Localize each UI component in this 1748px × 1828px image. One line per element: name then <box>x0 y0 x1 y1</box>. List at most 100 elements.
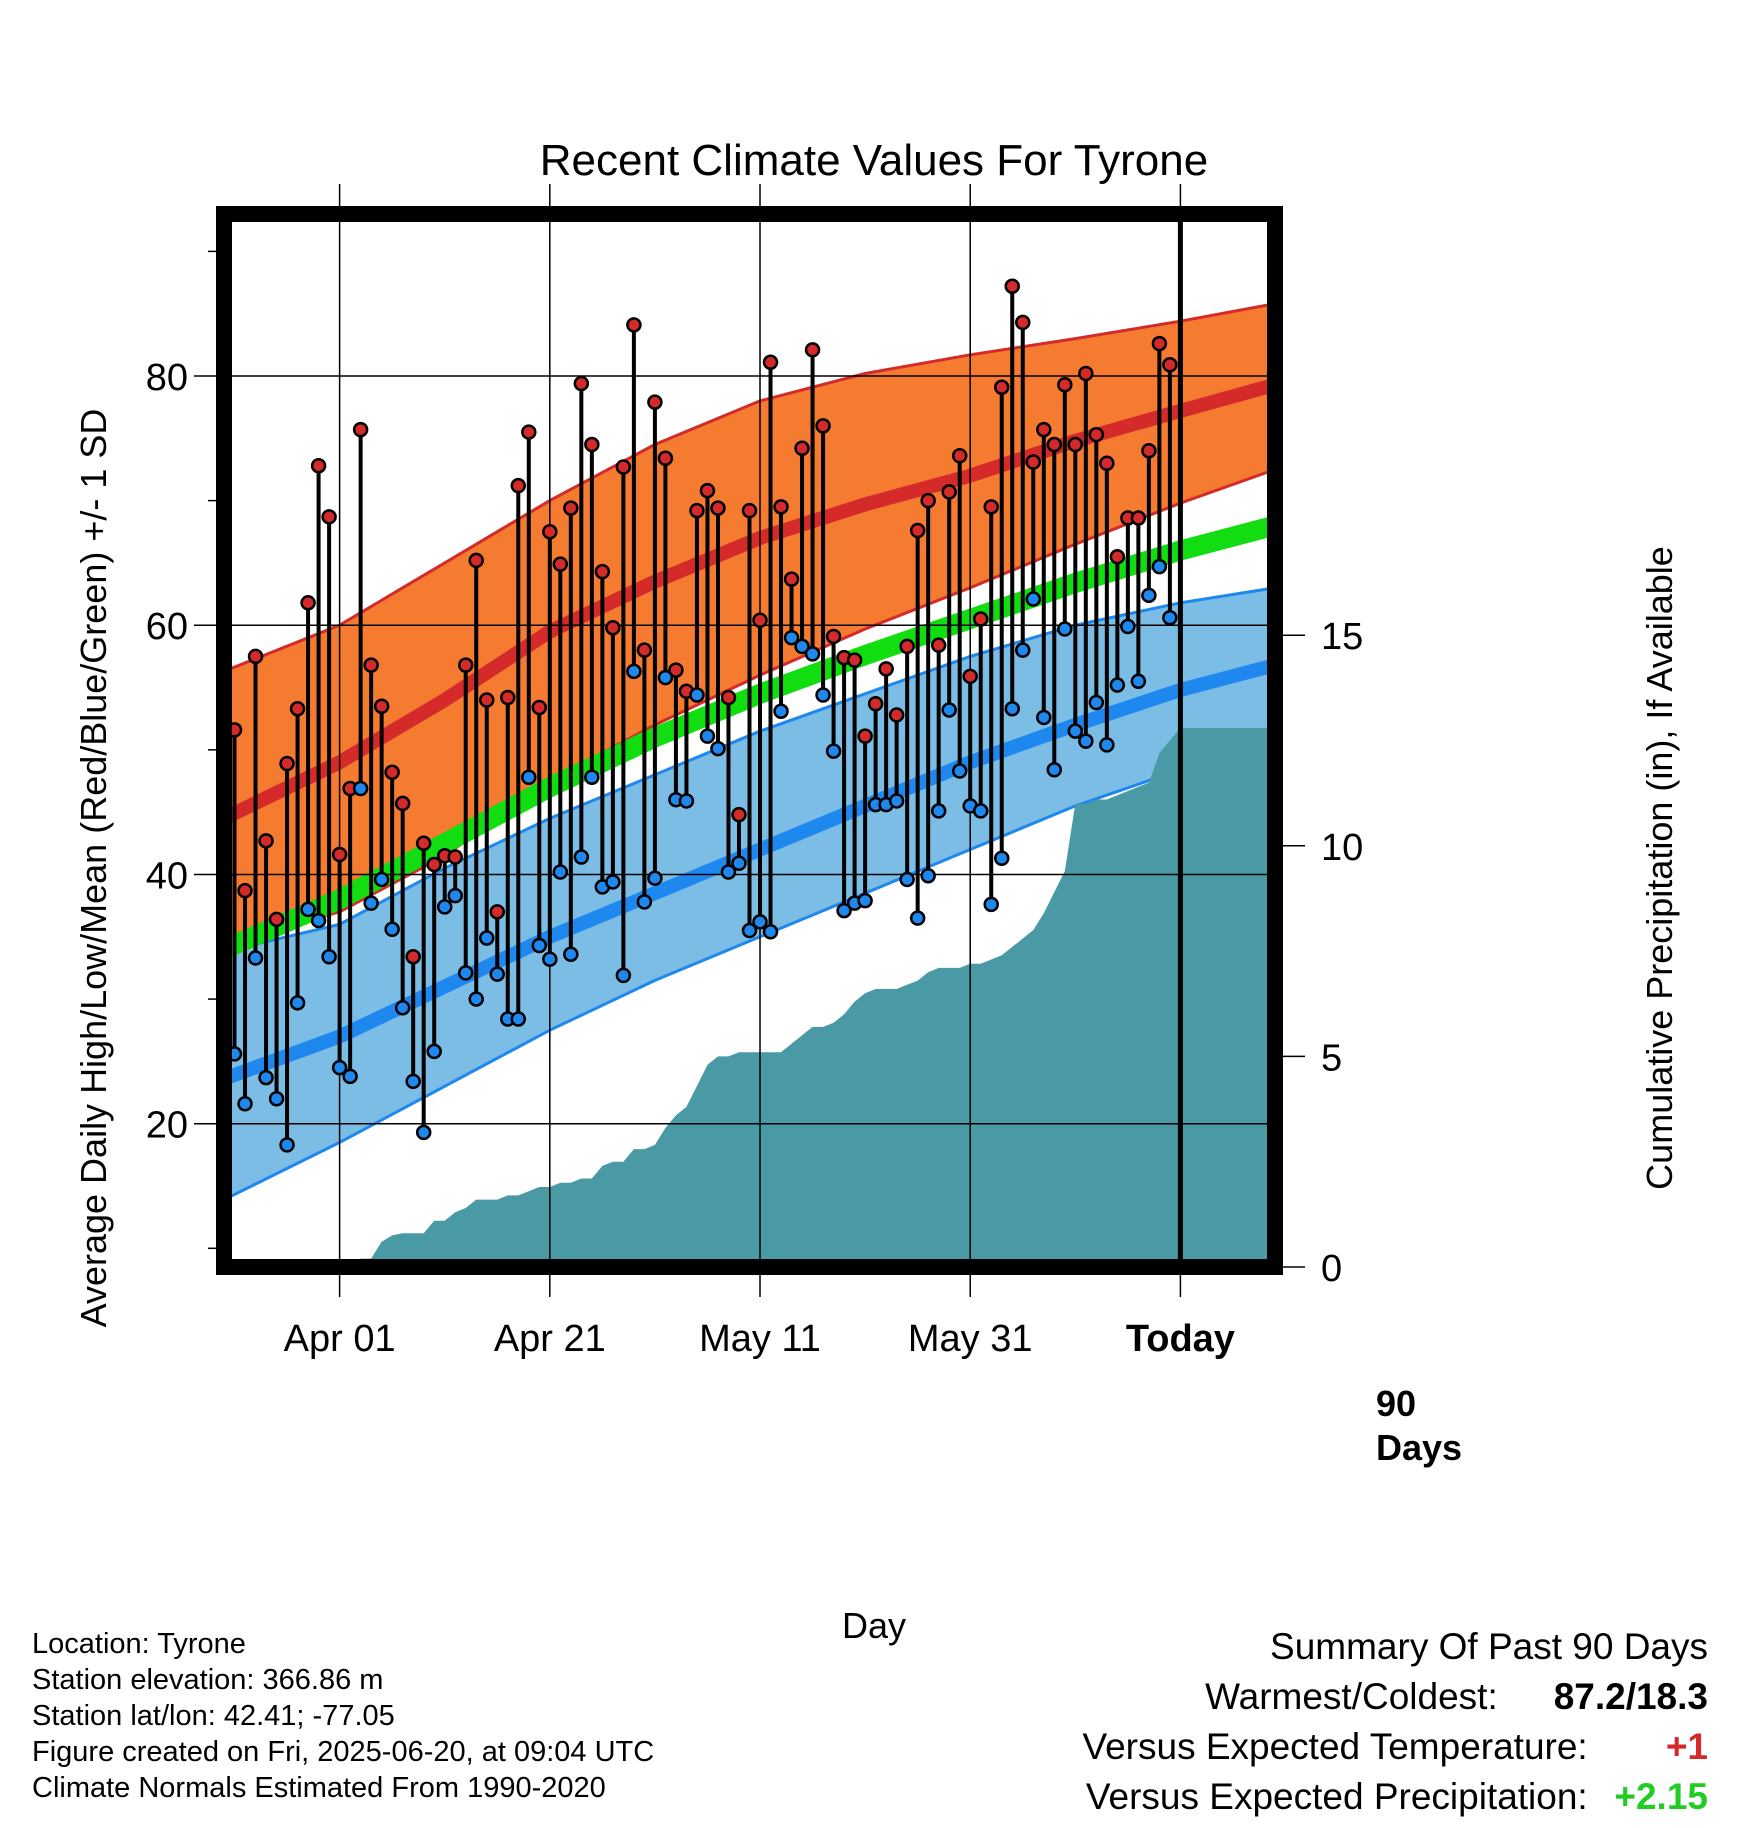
daily-low-point <box>1015 642 1031 658</box>
daily-high-point <box>941 484 957 500</box>
daily-high-point <box>521 424 537 440</box>
daily-high-point <box>720 689 737 706</box>
daily-high-point <box>594 563 611 580</box>
daily-high-point <box>489 904 506 920</box>
daily-low-point <box>752 914 768 930</box>
daily-low-point <box>436 899 453 915</box>
daily-high-point <box>237 882 253 899</box>
frame-border <box>216 206 1283 1275</box>
daily-low-point <box>615 967 632 984</box>
daily-high-point <box>552 556 569 572</box>
location-text: Location: Tyrone <box>32 1628 246 1660</box>
daily-low-point <box>972 803 989 819</box>
daily-low-point <box>1067 723 1084 739</box>
daily-high-point <box>1036 421 1052 438</box>
precip-area <box>339 727 1276 1267</box>
daily-low-point <box>510 1011 527 1027</box>
daily-low-point <box>342 1068 358 1085</box>
precipitation-area <box>339 727 1276 1267</box>
daily-low-point <box>1036 709 1052 726</box>
daily-high-point <box>268 911 285 928</box>
elevation-text: Station elevation: 366.86 m <box>32 1664 384 1696</box>
daily-high-point <box>1004 278 1020 295</box>
daily-high-point <box>1099 455 1115 471</box>
daily-high-point <box>1067 436 1084 453</box>
daily-low-point <box>825 743 842 759</box>
daily-low-point <box>888 793 905 809</box>
daily-low-point <box>321 948 337 965</box>
daily-low-point <box>1099 737 1115 753</box>
y-tick-label-left: 60 <box>146 606 188 648</box>
daily-high-point <box>426 856 442 873</box>
daily-low-point <box>678 793 695 809</box>
daily-low-point <box>941 702 957 718</box>
today-label-line1: 90 <box>1376 1383 1416 1424</box>
daily-high-point <box>888 707 905 723</box>
daily-high-point <box>825 628 842 645</box>
y-tick-label-left: 40 <box>146 855 188 897</box>
daily-low-point <box>762 924 779 940</box>
daily-low-point <box>1078 733 1094 749</box>
daily-high-point <box>247 648 264 665</box>
daily-low-point <box>1130 673 1147 690</box>
daily-low-point <box>636 894 653 910</box>
daily-low-point <box>720 864 737 880</box>
daily-low-point <box>731 855 747 871</box>
daily-high-point <box>636 642 653 658</box>
daily-low-point <box>1025 591 1042 607</box>
daily-high-point <box>972 611 989 627</box>
created-text: Figure created on Fri, 2025-06-20, at 09… <box>32 1736 655 1768</box>
y-tick-label-left: 20 <box>146 1105 188 1147</box>
y-axis-label-right: Cumulative Precipitation (in), If Availa… <box>1639 546 1680 1190</box>
daily-low-point <box>552 864 569 880</box>
x-tick-label: Today <box>1126 1318 1235 1360</box>
daily-high-point <box>993 379 1010 395</box>
daily-high-point <box>710 500 726 516</box>
daily-low-point <box>457 965 474 981</box>
daily-high-point <box>300 595 316 611</box>
daily-high-point <box>626 317 642 333</box>
daily-low-point <box>1088 694 1105 711</box>
daily-low-point <box>531 937 548 954</box>
normals-text: Climate Normals Estimated From 1990-2020 <box>32 1772 606 1804</box>
daily-high-point <box>1025 454 1042 470</box>
daily-low-point <box>573 849 590 865</box>
x-tick-label: May 31 <box>908 1318 1033 1360</box>
daily-low-point <box>373 871 390 888</box>
daily-low-point <box>352 780 369 797</box>
daily-high-point <box>615 459 632 475</box>
daily-high-point <box>563 500 579 516</box>
temp-delta-row: Versus Expected Temperature: +1 <box>1082 1722 1708 1772</box>
today-label-line2: Days <box>1376 1427 1462 1468</box>
daily-low-point <box>647 870 663 886</box>
y-tick-label-left: 80 <box>146 357 188 399</box>
daily-high-point <box>457 657 474 673</box>
daily-high-point <box>363 657 379 673</box>
daily-low-point <box>1141 587 1157 604</box>
daily-low-point <box>1057 621 1073 637</box>
daily-high-point <box>951 448 968 464</box>
daily-high-point <box>1015 314 1031 331</box>
y-axis-label-left: Average Daily High/Low/Mean (Red/Blue/Gr… <box>73 409 114 1328</box>
daily-low-point <box>426 1043 442 1060</box>
daily-high-point <box>1130 510 1147 526</box>
daily-high-point <box>878 661 894 677</box>
daily-high-point <box>668 662 684 678</box>
daily-high-point <box>352 421 369 438</box>
daily-low-point <box>247 950 264 966</box>
daily-high-point <box>815 418 831 434</box>
daily-high-point <box>741 502 758 519</box>
daily-high-point <box>321 509 337 525</box>
daily-low-point <box>815 687 831 703</box>
daily-high-point <box>584 436 600 453</box>
daily-high-point <box>405 948 421 965</box>
daily-low-point <box>899 871 915 888</box>
daily-low-point <box>773 703 789 719</box>
station-info: Location: Tyrone Station elevation: 366.… <box>32 1626 654 1806</box>
daily-low-point <box>689 687 705 703</box>
daily-low-point <box>310 912 327 929</box>
daily-low-point <box>1004 700 1020 717</box>
daily-high-point <box>920 492 936 509</box>
daily-high-point <box>479 692 495 708</box>
daily-high-point <box>373 698 390 714</box>
